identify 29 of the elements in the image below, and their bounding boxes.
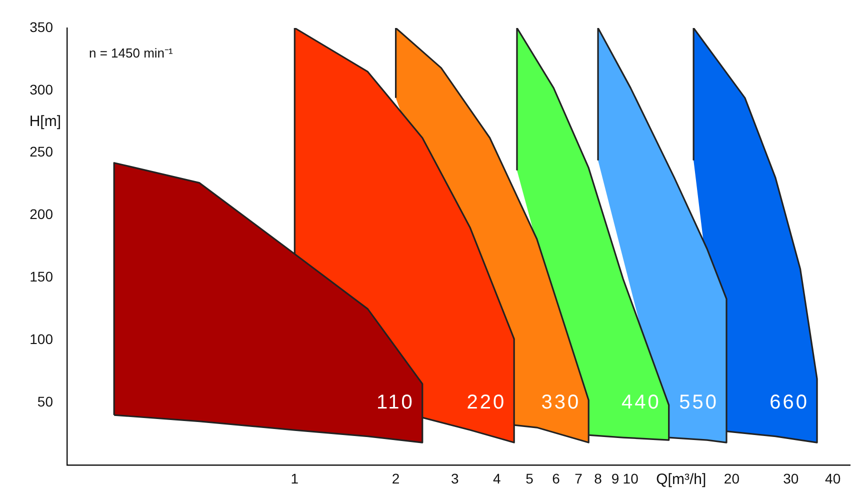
x-tick-label: 6: [552, 470, 560, 486]
x-tick-label: 20: [724, 470, 740, 486]
series-label: 660: [770, 392, 810, 414]
x-tick-label: 2: [392, 470, 400, 486]
x-tick-label: 40: [825, 470, 841, 486]
y-tick-label: 50: [37, 393, 54, 410]
series-label: 330: [541, 392, 581, 414]
x-tick-label: 7: [574, 470, 583, 486]
x-axis-title: Q[m³/h]: [656, 471, 706, 488]
y-axis-title: H[m]: [29, 113, 61, 130]
series-label: 220: [466, 392, 506, 414]
x-tick-label: 30: [783, 470, 799, 486]
y-tick-label: 100: [30, 331, 54, 347]
x-tick-label: 1: [290, 470, 299, 486]
annotation: n = 1450 min⁻¹: [89, 46, 174, 61]
x-tick-label: 10: [622, 470, 639, 486]
x-tick-label: 3: [451, 470, 460, 486]
y-tick-label: 150: [30, 268, 54, 285]
y-tick-label: 350: [30, 18, 54, 35]
x-tick-label: 8: [594, 470, 602, 486]
x-tick-label: 4: [493, 470, 502, 486]
x-tick-label: 5: [526, 470, 534, 486]
y-tick-label: 300: [30, 81, 54, 98]
y-tick-label: 200: [30, 206, 54, 222]
y-tick-label: 250: [30, 144, 54, 160]
series-label: 440: [621, 392, 661, 414]
series-label: 550: [679, 392, 718, 414]
series-label: 110: [376, 392, 414, 414]
x-tick-label: 9: [611, 470, 620, 486]
